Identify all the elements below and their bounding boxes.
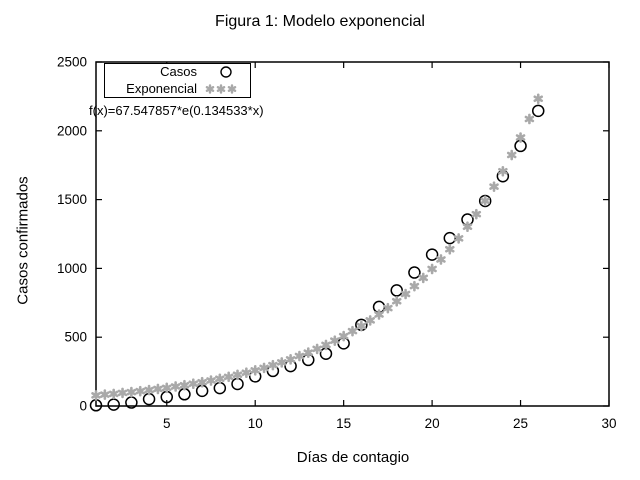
exponencial-point <box>489 181 499 192</box>
casos-point <box>231 377 244 391</box>
casos-point <box>213 381 227 395</box>
legend-label-casos: Casos <box>160 64 197 80</box>
exponencial-point <box>215 373 225 385</box>
exponencial-point <box>303 347 314 358</box>
casos-point <box>408 266 421 279</box>
x-tick-label: 20 <box>425 416 440 431</box>
chart-title: Figura 1: Modelo exponencial <box>215 13 425 30</box>
exponencial-point <box>241 367 252 379</box>
exponencial-point <box>179 379 190 391</box>
exponencial-point <box>533 93 544 105</box>
exponencial-point <box>108 388 119 400</box>
plot-border <box>95 61 610 407</box>
exponencial-point <box>161 382 172 394</box>
x-axis-label: Días de contagio <box>296 449 410 466</box>
exponencial-point <box>330 335 340 346</box>
exponencial-point <box>259 362 269 374</box>
exponencial-point <box>427 263 437 275</box>
x-tick-label: 10 <box>248 416 263 431</box>
exponencial-point <box>285 354 296 365</box>
legend-row-exponencial: Exponencial <box>105 81 250 97</box>
legend: Casos Exponencial <box>104 63 251 98</box>
exponencial-point <box>471 208 482 220</box>
exponencial-point <box>117 387 128 399</box>
y-tick-label: 2000 <box>57 123 87 138</box>
exponencial-point <box>223 371 234 383</box>
exponencial-point <box>453 233 464 244</box>
open-circle-marker-icon <box>197 65 247 79</box>
exponencial-point <box>400 288 411 300</box>
x-tick-label: 15 <box>336 416 351 431</box>
casos-point <box>107 398 120 411</box>
exponencial-point <box>356 320 367 332</box>
legend-row-casos: Casos <box>105 64 250 80</box>
exponencial-point <box>91 390 101 401</box>
y-tick-label: 1500 <box>57 192 87 207</box>
exponencial-point <box>153 383 163 395</box>
casos-point <box>425 248 439 261</box>
exponencial-point <box>498 165 508 177</box>
casos-point <box>390 284 403 297</box>
exponencial-point <box>100 389 110 400</box>
y-tick-label: 1000 <box>57 261 87 276</box>
exponencial-point <box>445 243 455 255</box>
exponencial-point <box>338 330 349 342</box>
exponencial-point <box>126 386 137 398</box>
exponencial-point <box>524 113 535 125</box>
y-tick-label: 0 <box>79 399 87 414</box>
x-tick-label: 30 <box>601 416 616 431</box>
exponencial-point <box>347 325 358 337</box>
exponencial-point <box>391 295 402 307</box>
exponencial-point <box>144 384 154 396</box>
exponencial-point <box>374 309 384 320</box>
exponencial-point <box>312 343 322 355</box>
exponencial-point <box>170 381 181 392</box>
exponencial-point <box>436 254 446 265</box>
exponencial-point <box>409 280 420 292</box>
exponencial-point <box>294 350 305 362</box>
exponencial-point <box>418 272 429 284</box>
exponencial-point <box>268 359 278 371</box>
exponencial-point <box>515 132 526 143</box>
casos-point <box>478 194 492 208</box>
exponencial-point <box>232 369 243 381</box>
asterisk-markers-icon <box>197 82 247 96</box>
exponencial-point <box>276 357 287 368</box>
exponencial-point <box>135 385 145 397</box>
casos-point <box>443 231 457 245</box>
y-tick-label: 2500 <box>57 55 87 70</box>
legend-label-exponencial: Exponencial <box>126 80 197 96</box>
exponencial-point <box>462 221 473 233</box>
exponencial-point <box>383 302 393 314</box>
y-tick-label: 500 <box>64 330 87 345</box>
x-tick-label: 5 <box>163 416 171 431</box>
casos-point <box>531 104 545 118</box>
x-tick-label: 25 <box>513 416 528 431</box>
exponencial-point <box>197 376 207 388</box>
exponencial-point <box>188 378 199 390</box>
exponencial-point <box>250 365 260 376</box>
exponencial-point <box>321 339 331 351</box>
exponencial-point <box>206 375 216 386</box>
exponencial-point <box>506 149 517 161</box>
fit-equation-annotation: f(x)=67.547857*e(0.134533*x) <box>89 103 264 118</box>
exponencial-point <box>480 195 490 207</box>
exponencial-point <box>365 315 375 326</box>
